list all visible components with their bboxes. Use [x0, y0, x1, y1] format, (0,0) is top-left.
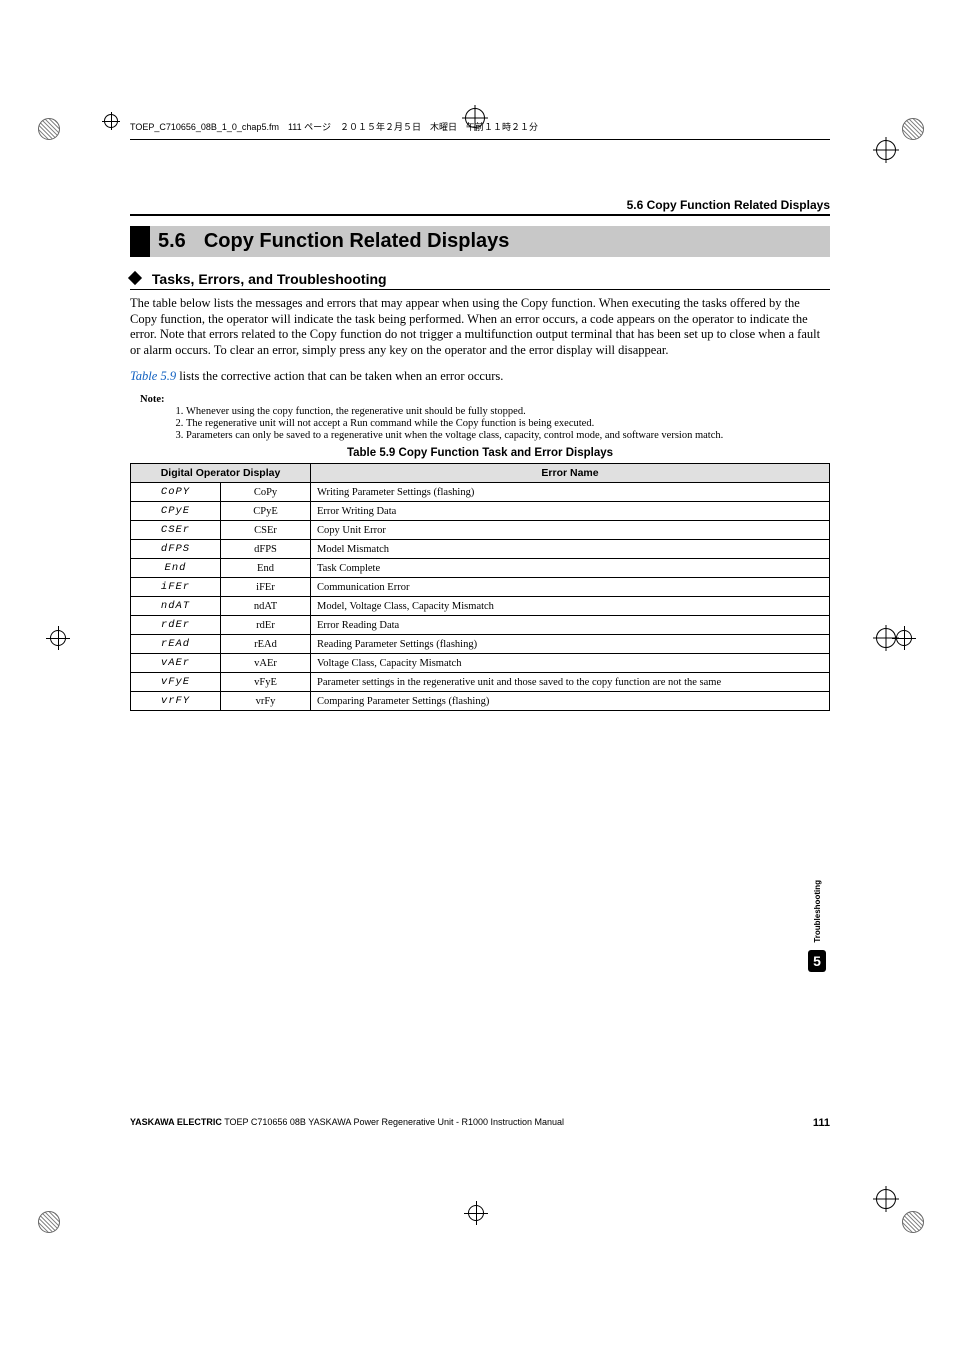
- error-name-cell: Task Complete: [311, 559, 830, 578]
- error-name-cell: Error Reading Data: [311, 616, 830, 635]
- table-caption: Table 5.9 Copy Function Task and Error D…: [130, 447, 830, 459]
- crop-mark: [876, 140, 896, 160]
- note-item: Parameters can only be saved to a regene…: [186, 430, 830, 441]
- error-name-cell: Communication Error: [311, 578, 830, 597]
- display-segment-cell: iFEr: [131, 578, 221, 597]
- error-table: Digital Operator Display Error Name CoPY…: [130, 463, 830, 711]
- table-row: CoPYCoPyWriting Parameter Settings (flas…: [131, 483, 830, 502]
- table-row: rEAdrEAdReading Parameter Settings (flas…: [131, 635, 830, 654]
- error-name-cell: Parameter settings in the regenerative u…: [311, 673, 830, 692]
- file-header: TOEP_C710656_08B_1_0_chap5.fm 111 ページ ２０…: [130, 118, 830, 140]
- footer-left: YASKAWA ELECTRIC TOEP C710656 08B YASKAW…: [130, 1117, 564, 1127]
- display-segment-cell: rEAd: [131, 635, 221, 654]
- side-tab-label: Troubleshooting: [813, 880, 822, 943]
- display-segment-cell: CPyE: [131, 502, 221, 521]
- error-name-cell: Model Mismatch: [311, 540, 830, 559]
- notes-block: Note: Whenever using the copy function, …: [140, 394, 830, 441]
- registration-mark: [38, 118, 60, 140]
- display-segment-cell: vAEr: [131, 654, 221, 673]
- crop-mark: [468, 1205, 484, 1221]
- page-footer: YASKAWA ELECTRIC TOEP C710656 08B YASKAW…: [130, 1117, 830, 1127]
- table-row: ndATndATModel, Voltage Class, Capacity M…: [131, 597, 830, 616]
- table-head-error: Error Name: [311, 464, 830, 483]
- display-code-cell: vFyE: [221, 673, 311, 692]
- display-code-cell: iFEr: [221, 578, 311, 597]
- section-number: 5.6: [158, 230, 186, 252]
- error-name-cell: Writing Parameter Settings (flashing): [311, 483, 830, 502]
- display-code-cell: CPyE: [221, 502, 311, 521]
- display-code-cell: CSEr: [221, 521, 311, 540]
- body-paragraph-2: Table 5.9 lists the corrective action th…: [130, 369, 830, 385]
- page-number: 111: [813, 1117, 830, 1129]
- body-paragraph-1: The table below lists the messages and e…: [130, 296, 830, 359]
- table-row: iFEriFErCommunication Error: [131, 578, 830, 597]
- side-tab-number: 5: [808, 950, 826, 972]
- note-item: The regenerative unit will not accept a …: [186, 418, 830, 429]
- table-row: EndEndTask Complete: [131, 559, 830, 578]
- display-segment-cell: rdEr: [131, 616, 221, 635]
- error-name-cell: Reading Parameter Settings (flashing): [311, 635, 830, 654]
- crop-mark: [50, 630, 66, 646]
- section-heading: 5.6 Copy Function Related Displays: [130, 226, 830, 257]
- error-name-cell: Voltage Class, Capacity Mismatch: [311, 654, 830, 673]
- body-paragraph-2-rest: lists the corrective action that can be …: [176, 369, 503, 383]
- error-name-cell: Comparing Parameter Settings (flashing): [311, 692, 830, 711]
- table-row: rdErrdErError Reading Data: [131, 616, 830, 635]
- table-row: dFPSdFPSModel Mismatch: [131, 540, 830, 559]
- notes-label: Note:: [140, 394, 165, 405]
- table-row: vFyEvFyEParameter settings in the regene…: [131, 673, 830, 692]
- display-code-cell: CoPy: [221, 483, 311, 502]
- display-code-cell: rEAd: [221, 635, 311, 654]
- diamond-icon: [128, 271, 142, 285]
- display-code-cell: rdEr: [221, 616, 311, 635]
- inline-reg-mark: [104, 114, 118, 128]
- sub-heading: Tasks, Errors, and Troubleshooting: [130, 271, 830, 290]
- error-name-cell: Copy Unit Error: [311, 521, 830, 540]
- file-header-text: TOEP_C710656_08B_1_0_chap5.fm 111 ページ ２０…: [130, 122, 538, 132]
- crop-mark: [876, 628, 896, 648]
- note-item: Whenever using the copy function, the re…: [186, 406, 830, 417]
- table-row: CSErCSErCopy Unit Error: [131, 521, 830, 540]
- display-segment-cell: CoPY: [131, 483, 221, 502]
- sub-heading-text: Tasks, Errors, and Troubleshooting: [152, 271, 387, 287]
- crop-mark: [876, 1189, 896, 1209]
- page-content: TOEP_C710656_08B_1_0_chap5.fm 111 ページ ２０…: [130, 118, 830, 711]
- display-code-cell: ndAT: [221, 597, 311, 616]
- table-ref-link[interactable]: Table 5.9: [130, 369, 176, 383]
- display-segment-cell: End: [131, 559, 221, 578]
- section-title: Copy Function Related Displays: [204, 230, 510, 252]
- display-segment-cell: dFPS: [131, 540, 221, 559]
- display-segment-cell: vrFY: [131, 692, 221, 711]
- side-tab: Troubleshooting 5: [808, 880, 826, 972]
- registration-mark: [38, 1211, 60, 1233]
- registration-mark: [902, 1211, 924, 1233]
- error-name-cell: Model, Voltage Class, Capacity Mismatch: [311, 597, 830, 616]
- table-row: CPyECPyEError Writing Data: [131, 502, 830, 521]
- table-row: vrFYvrFyComparing Parameter Settings (fl…: [131, 692, 830, 711]
- error-name-cell: Error Writing Data: [311, 502, 830, 521]
- display-segment-cell: ndAT: [131, 597, 221, 616]
- display-code-cell: dFPS: [221, 540, 311, 559]
- display-segment-cell: vFyE: [131, 673, 221, 692]
- display-segment-cell: CSEr: [131, 521, 221, 540]
- table-head-display: Digital Operator Display: [131, 464, 311, 483]
- table-row: vAErvAErVoltage Class, Capacity Mismatch: [131, 654, 830, 673]
- breadcrumb: 5.6 Copy Function Related Displays: [130, 198, 830, 216]
- display-code-cell: End: [221, 559, 311, 578]
- display-code-cell: vAEr: [221, 654, 311, 673]
- display-code-cell: vrFy: [221, 692, 311, 711]
- registration-mark: [902, 118, 924, 140]
